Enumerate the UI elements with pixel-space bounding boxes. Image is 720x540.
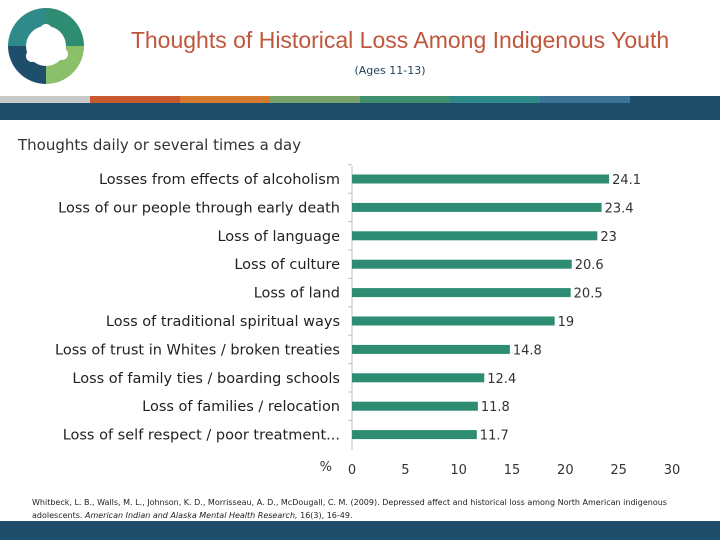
chart-section-label: Thoughts daily or several times a day (18, 136, 302, 154)
x-tick-label: 30 (664, 463, 681, 478)
bar (352, 316, 555, 326)
bar (352, 288, 571, 298)
bar-value-label: 23 (600, 230, 617, 245)
page-title: Thoughts of Historical Loss Among Indige… (130, 27, 670, 53)
bar-value-label: 23.4 (605, 201, 634, 216)
citation-journal: American Indian and Alaska Mental Health… (84, 511, 298, 520)
bar (352, 174, 610, 184)
stripe-segment (90, 96, 180, 103)
x-tick-label: 0 (348, 463, 356, 478)
citation: Whitbeck, L. B., Walls, M. L., Johnson, … (32, 496, 702, 522)
stripe-segment (270, 96, 360, 103)
x-tick-label: 25 (610, 463, 627, 478)
bar-value-label: 14.8 (513, 343, 542, 358)
citation-volume: 16(3), 16-49. (297, 511, 353, 520)
category-label: Loss of family ties / boarding schools (72, 371, 340, 387)
x-axis-label: % (320, 460, 332, 475)
bar-value-label: 19 (558, 315, 575, 330)
x-tick-label: 15 (504, 463, 521, 478)
category-label: Loss of traditional spiritual ways (106, 314, 340, 330)
bar-value-label: 11.7 (480, 429, 509, 444)
category-label: Loss of land (254, 286, 340, 302)
category-label: Loss of our people through early death (58, 200, 340, 216)
bar (352, 401, 478, 411)
x-tick-label: 10 (450, 463, 467, 478)
stripe-segment (360, 96, 450, 103)
footer-bar (0, 521, 720, 540)
bar (352, 373, 485, 383)
bar-value-label: 24.1 (612, 173, 641, 188)
bar (352, 202, 602, 212)
page-subtitle: (Ages 11-13) (354, 64, 426, 77)
bar-value-label: 11.8 (481, 400, 510, 415)
category-label: Loss of language (217, 229, 340, 245)
category-label: Loss of trust in Whites / broken treatie… (55, 342, 340, 358)
bar-value-label: 20.6 (575, 258, 604, 273)
category-label: Loss of families / relocation (142, 399, 340, 415)
organization-logo (6, 6, 86, 86)
stripe-segment (630, 96, 720, 103)
x-tick-label: 20 (557, 463, 574, 478)
header-divider-stripe (0, 96, 720, 120)
bar (352, 259, 572, 269)
citation-text: Whitbeck, L. B., Walls, M. L., Johnson, … (32, 498, 667, 520)
stripe-segment (540, 96, 630, 103)
category-label: Loss of culture (234, 257, 340, 273)
stripe-segment (180, 96, 270, 103)
stripe-segment (0, 96, 90, 103)
bar (352, 231, 598, 241)
x-tick-label: 5 (401, 463, 409, 478)
stripe-segment (450, 96, 540, 103)
category-label: Losses from effects of alcoholism (99, 172, 340, 188)
category-label: Loss of self respect / poor treatment... (63, 428, 340, 444)
bar-value-label: 12.4 (487, 372, 516, 387)
bar (352, 430, 477, 440)
bar (352, 344, 510, 354)
bar-value-label: 20.5 (574, 287, 603, 302)
